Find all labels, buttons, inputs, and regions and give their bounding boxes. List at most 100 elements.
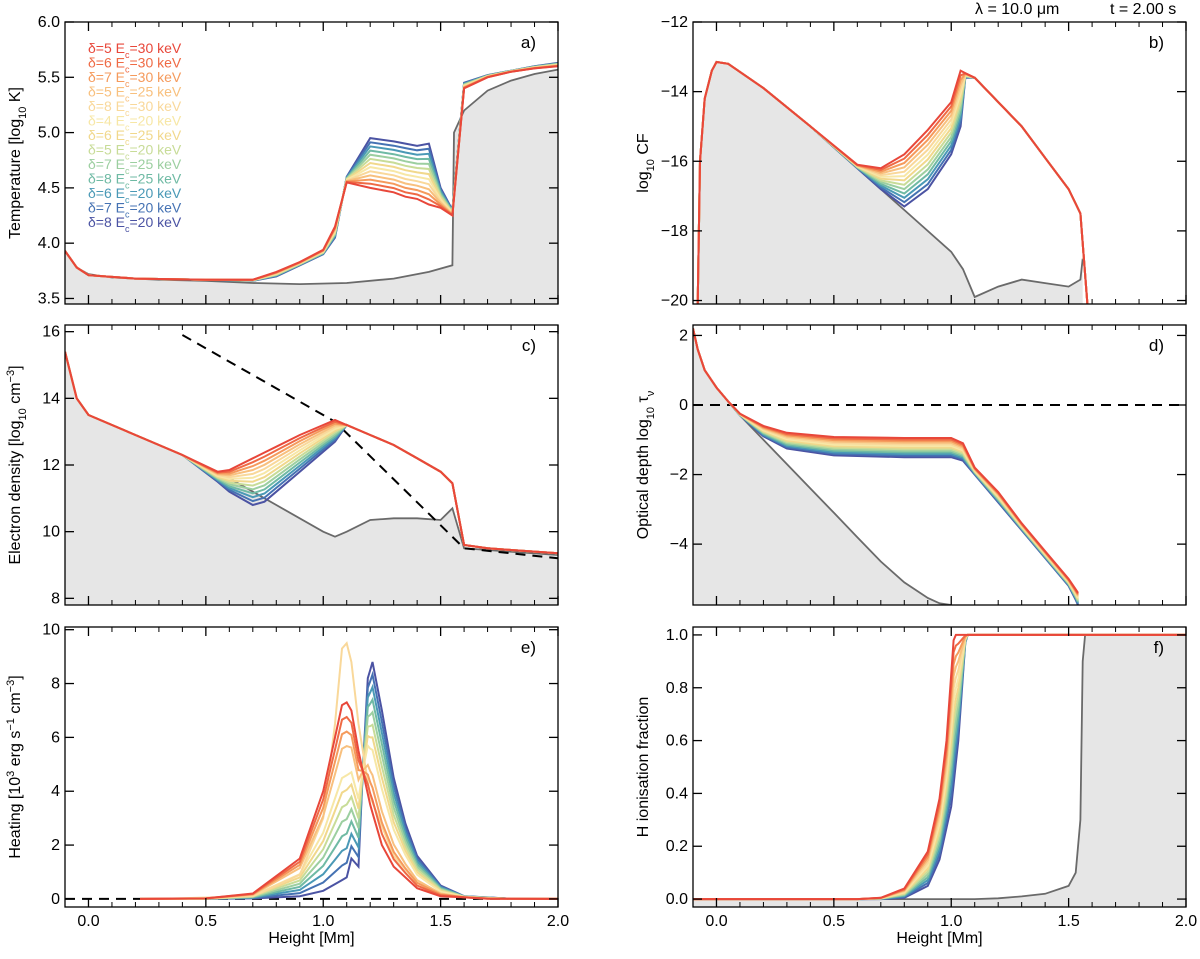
y-tick-label: −20 (661, 293, 688, 310)
y-axis-label: Optical depth log10 τν (635, 390, 657, 539)
preflare-shade (65, 351, 558, 605)
panel-f: 0.0 0.5 1.0 1.5 2.0 Height [Mm] 0.0 0.2 0.4 0.6 0.… (635, 626, 1197, 947)
series-line-7 (140, 734, 558, 900)
y-tick-label: 2 (51, 837, 60, 854)
panels-group: 3.5 4.0 4.5 5.0 5.5 6.0 Temperature [log10 K] a… (5, 14, 1197, 947)
panel-b: −20 −18 −16 −14 −12 log10 CF b) (635, 14, 1187, 310)
panel-label: f) (1154, 638, 1164, 657)
legend-entry-13: δ=8 Ec=20 keV (88, 214, 182, 234)
y-tick-label: 6 (51, 729, 60, 746)
y-tick-label: 0 (51, 891, 60, 908)
x-tick-label: 1.0 (312, 913, 334, 930)
y-tick-label: 0.6 (666, 733, 688, 750)
legend-entry-10: δ=8 Ec=25 keV (88, 171, 182, 191)
panel-label: a) (521, 33, 536, 52)
y-axis-label: Temperature [log10 K] (7, 87, 29, 239)
panel-e: 0.0 0.5 1.0 1.5 2.0 Height [Mm] 0 2 4 6 8 10 Heating… (5, 622, 569, 947)
y-tick-label: 5.5 (38, 69, 60, 86)
y-axis-label: Electron density [log10 cm−3] (5, 365, 29, 564)
preflare-shade (693, 328, 952, 605)
plot-frame (692, 626, 1187, 908)
y-tick-label: 2 (679, 327, 688, 344)
preflare-shade (697, 62, 1083, 304)
preflare-shade (65, 69, 558, 304)
panel-label: d) (1149, 336, 1164, 355)
series-line-1 (65, 351, 558, 555)
series-line-1 (693, 633, 1186, 901)
time-label: t = 2.00 s (1110, 1, 1176, 18)
panel-label: b) (1149, 33, 1164, 52)
legend-entry-3: δ=7 Ec=30 keV (88, 69, 182, 89)
y-axis-label: Heating [103 erg s−1 cm−3] (5, 675, 24, 858)
panel-a: 3.5 4.0 4.5 5.0 5.5 6.0 Temperature [log10 K] a… (7, 14, 559, 307)
y-tick-label: −4 (670, 536, 688, 553)
y-tick-label: 3.5 (38, 290, 60, 307)
y-tick-label: 0.0 (666, 891, 688, 908)
wavelength-label: λ = 10.0 μm (975, 1, 1059, 18)
x-tick-label: 1.5 (429, 913, 451, 930)
panel-d: −4 −2 0 2 Optical depth log10 τν d) (635, 324, 1187, 606)
legend-entry-5: δ=8 Ec=30 keV (88, 98, 182, 118)
preflare-shade (693, 634, 1186, 907)
y-tick-label: 1.0 (666, 627, 688, 644)
legend-entry-11: δ=6 Ec=20 keV (88, 185, 182, 205)
x-tick-label: 2.0 (1175, 913, 1197, 930)
legend-entry-1: δ=5 Ec=30 keV (88, 40, 182, 60)
y-tick-label: 0.8 (666, 680, 688, 697)
y-axis-label: log10 CF (635, 133, 657, 193)
x-axis-label: Height [Mm] (896, 930, 982, 947)
legend-entry-7: δ=6 Ec=25 keV (88, 127, 182, 147)
y-tick-label: −2 (670, 467, 688, 484)
y-tick-label: 6.0 (38, 14, 60, 31)
y-tick-label: 16 (42, 324, 60, 341)
series-line-1 (693, 328, 1079, 594)
y-tick-label: 4.0 (38, 235, 60, 252)
x-tick-label: 1.5 (1057, 913, 1079, 930)
series-line-6 (140, 743, 558, 900)
x-tick-label: 0.5 (195, 913, 217, 930)
y-tick-label: 10 (42, 524, 60, 541)
reference-dashed-line (181, 334, 558, 560)
plot-frame (64, 626, 559, 908)
x-tick-label: 0.0 (705, 913, 727, 930)
x-tick-label: 1.0 (940, 913, 962, 930)
y-tick-label: 10 (42, 622, 60, 639)
y-tick-label: −16 (661, 153, 688, 170)
y-tick-label: 8 (51, 676, 60, 693)
y-axis-label: H ionisation fraction (635, 697, 652, 838)
y-tick-label: −14 (661, 84, 688, 101)
plot-frame (692, 324, 1187, 606)
x-tick-label: 0.5 (823, 913, 845, 930)
legend-entry-9: δ=7 Ec=25 keV (88, 156, 182, 176)
y-tick-label: −18 (661, 223, 688, 240)
x-tick-label: 2.0 (547, 913, 569, 930)
legend-entry-8: δ=5 Ec=20 keV (88, 142, 182, 162)
series-line-4 (140, 745, 558, 900)
y-tick-label: 0.4 (666, 785, 688, 802)
panel-c: 8 10 12 14 16 Electron density [log10 cm−3] c) (5, 324, 559, 607)
x-axis-label: Height [Mm] (268, 930, 354, 947)
y-tick-label: 0 (679, 397, 688, 414)
y-tick-label: −12 (661, 14, 688, 31)
legend-entry-6: δ=4 Ec=20 keV (88, 113, 182, 133)
x-tick-label: 0.0 (77, 913, 99, 930)
legend-entry-2: δ=6 Ec=30 keV (88, 55, 182, 75)
preflare-line (693, 634, 1086, 900)
plot-frame (692, 21, 1187, 305)
legend-entry-4: δ=5 Ec=25 keV (88, 84, 182, 104)
y-tick-label: 4.5 (38, 180, 60, 197)
panel-label: e) (521, 638, 536, 657)
legend-entry-12: δ=7 Ec=20 keV (88, 200, 182, 220)
series-line-13 (140, 661, 558, 900)
y-tick-label: 4 (51, 783, 60, 800)
series-line-1 (65, 65, 558, 281)
series-line-1 (696, 60, 1089, 304)
y-tick-label: 0.2 (666, 838, 688, 855)
panel-label: c) (522, 336, 536, 355)
y-tick-label: 14 (42, 390, 60, 407)
y-tick-label: 8 (51, 590, 60, 607)
y-tick-label: 5.0 (38, 125, 60, 142)
series-line-1 (140, 701, 558, 900)
